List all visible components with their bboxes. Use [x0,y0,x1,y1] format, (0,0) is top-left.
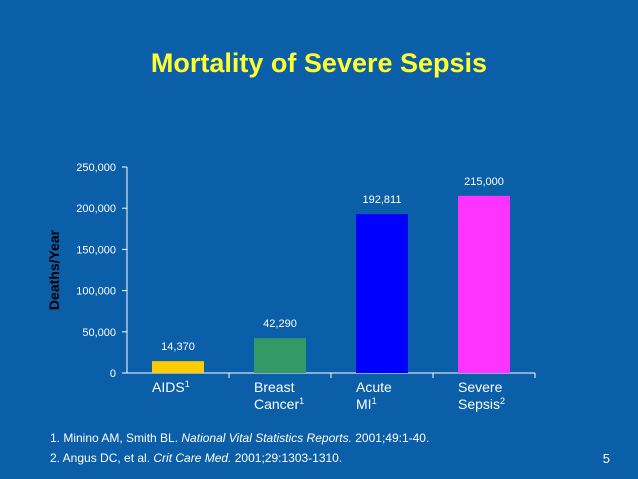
reference-1-suffix: 2001;49:1-40. [351,431,430,445]
category-label: Severe [458,379,503,395]
bar [356,214,408,373]
category-label: Sepsis2 [458,396,505,412]
y-tick-label: 50,000 [82,327,116,339]
reference-2-journal: Crit Care Med. [153,451,232,465]
y-tick-label: 100,000 [76,286,116,298]
value-label: 42,290 [263,318,297,330]
value-label: 192,811 [363,194,402,206]
bar [458,195,510,373]
reference-1: 1. Minino AM, Smith BL. National Vital S… [50,431,429,445]
y-axis-title: Deaths/Year [46,229,62,310]
category-label: Acute [356,379,392,395]
y-tick-label: 200,000 [76,203,116,215]
bar [152,361,204,373]
reference-1-prefix: 1. Minino AM, Smith BL. [50,431,182,445]
slide-title: Mortality of Severe Sepsis [150,48,488,78]
y-tick-label: 0 [110,368,116,380]
value-label: 215,000 [464,176,504,188]
category-label: MI1 [356,396,377,412]
reference-2-prefix: 2. Angus DC, et al. [50,451,154,465]
value-label: 14,370 [161,341,195,353]
y-tick-label: 150,000 [76,244,116,256]
bar [254,338,306,373]
reference-2-suffix: 2001;29:1303-1310. [231,451,343,465]
page-number: 5 [602,451,610,466]
reference-2: 2. Angus DC, et al. Crit Care Med. 2001;… [50,451,342,465]
category-label: Breast [254,379,295,395]
category-label: AIDS1 [152,379,190,395]
y-tick-label: 250,000 [76,162,116,174]
category-label: Cancer1 [254,396,304,412]
reference-1-journal: National Vital Statistics Reports. [181,431,352,445]
